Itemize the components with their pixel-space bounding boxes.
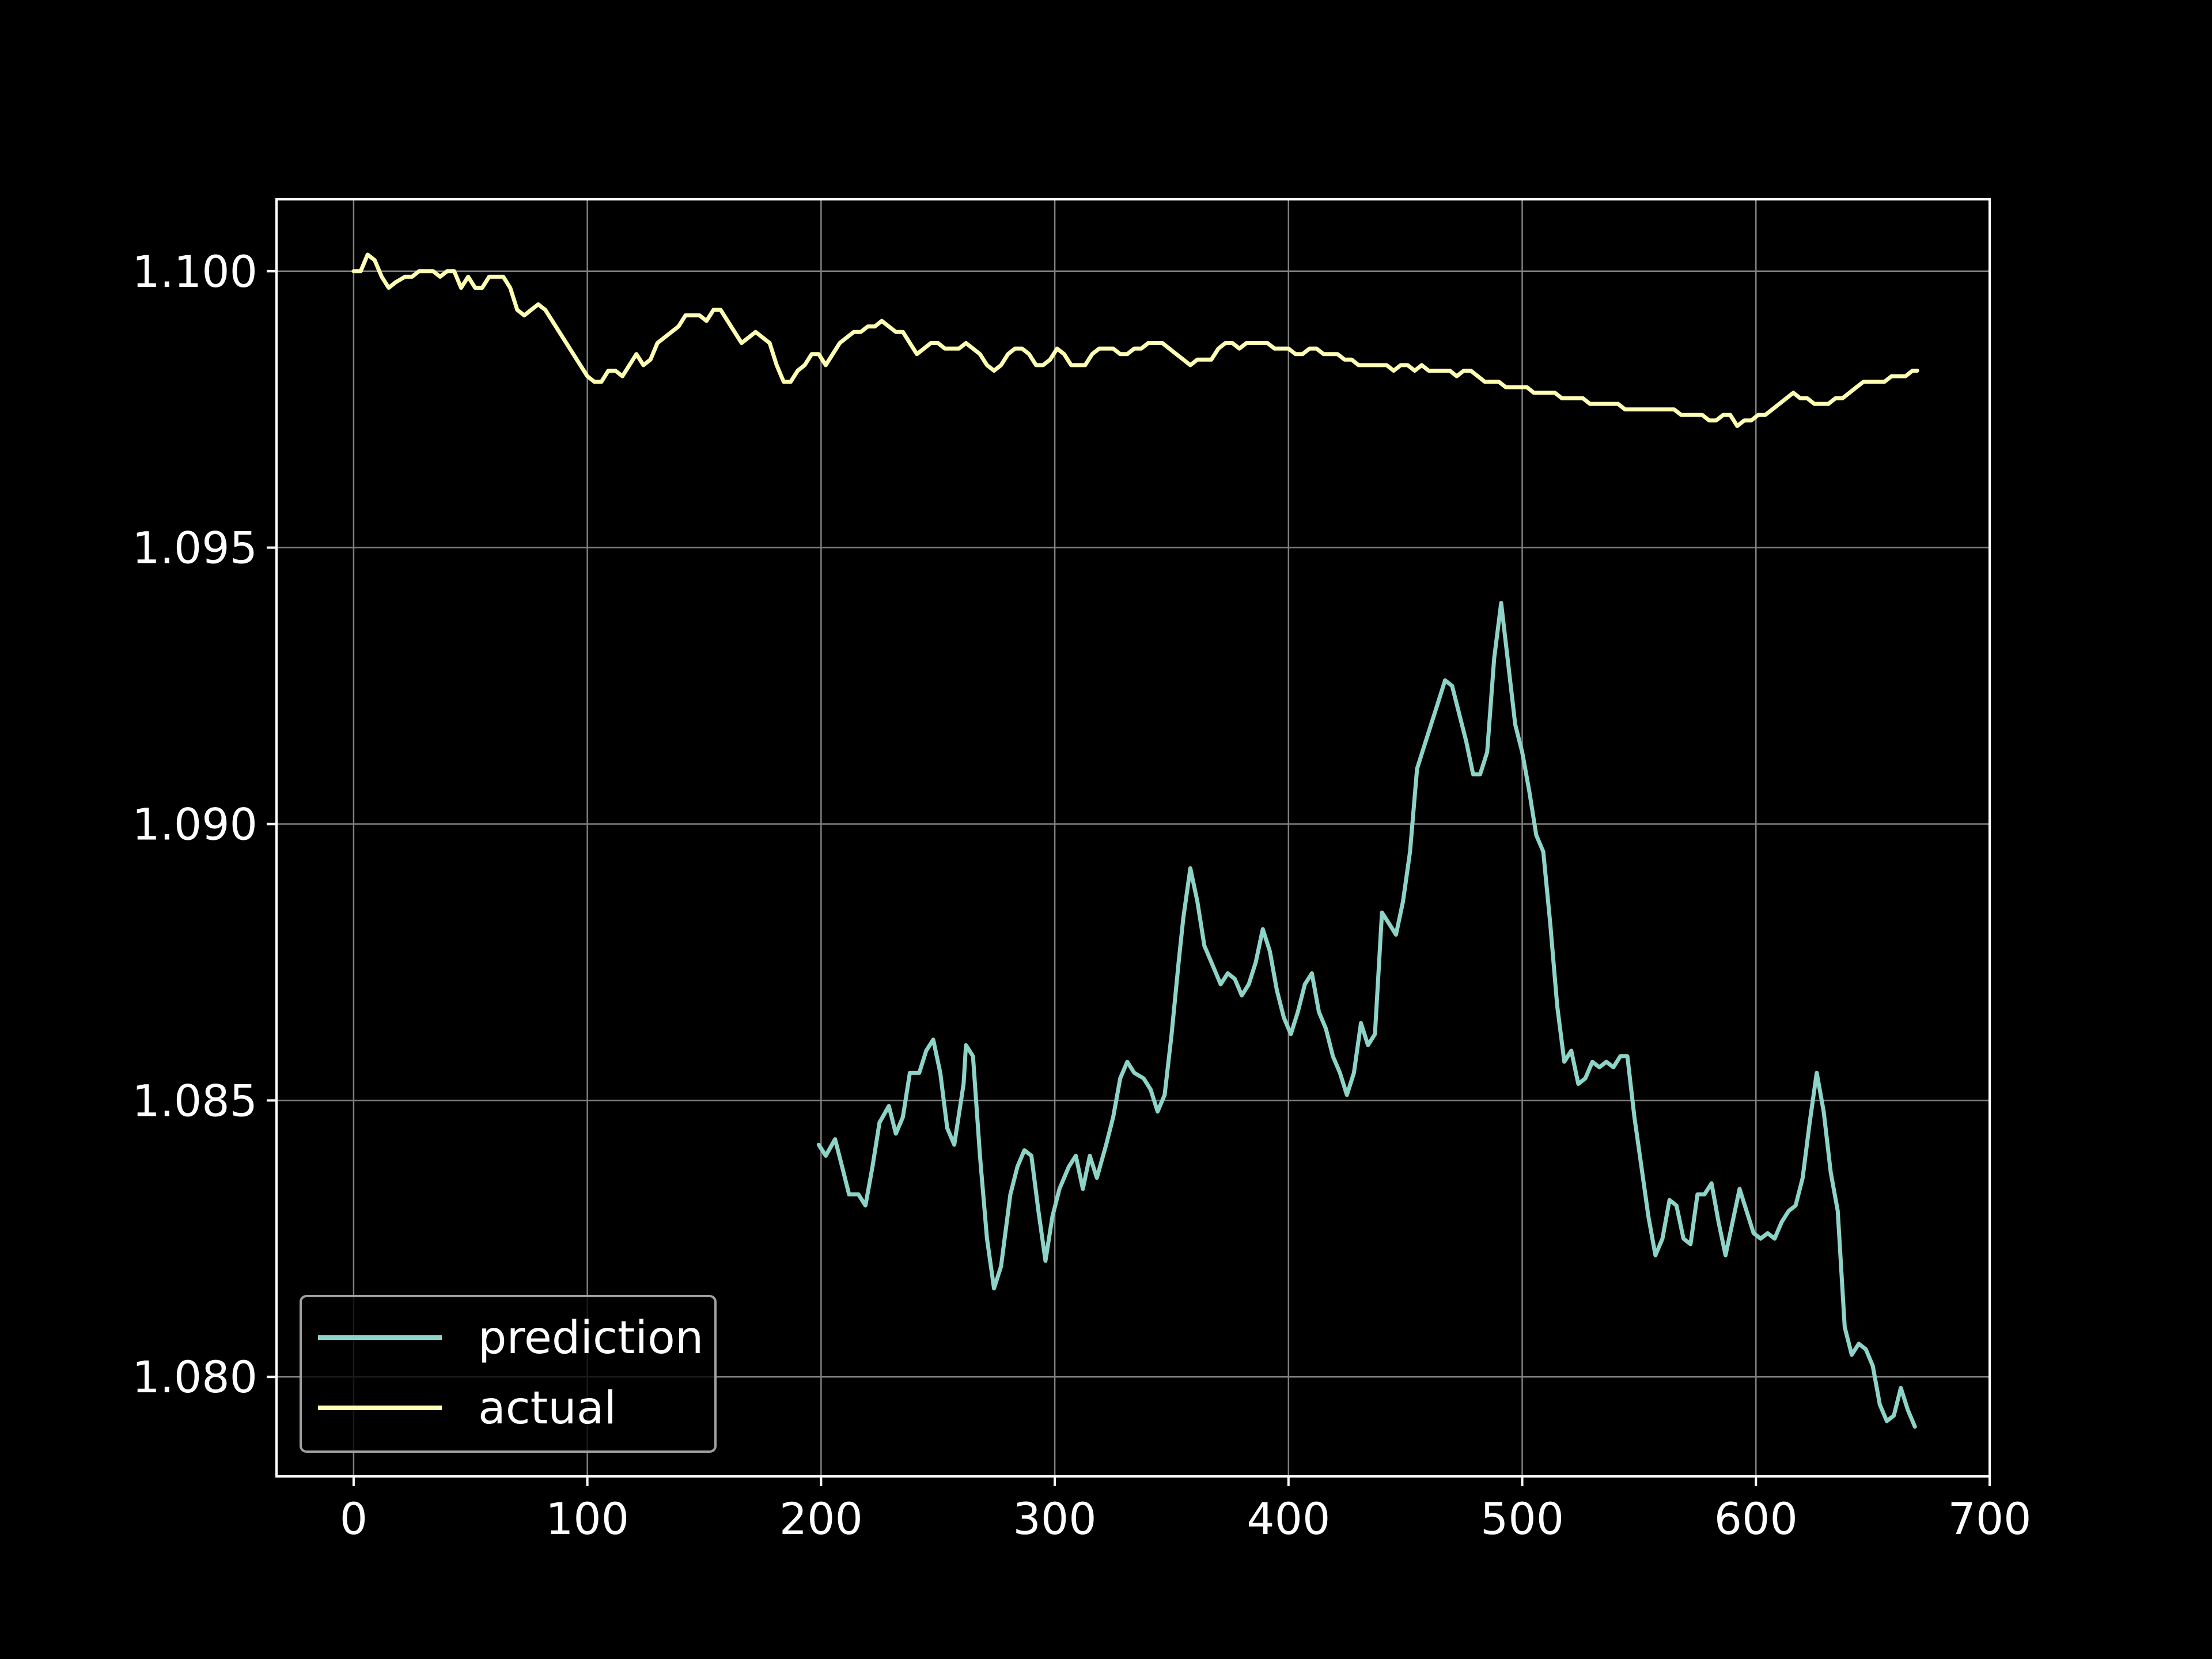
x-tick-label: 400: [1247, 1493, 1330, 1544]
legend-label-prediction: prediction: [478, 1312, 703, 1364]
y-tick-label: 1.090: [132, 799, 257, 850]
plot-frame: [275, 198, 1991, 1478]
x-tick-label: 200: [779, 1493, 863, 1544]
series-line-prediction: [816, 601, 1917, 1429]
axis-ticks: 0 100 200 300 400 500 600 700 1.080 1.085 1.090 1.0…: [132, 246, 2031, 1544]
y-tick-label: 1.100: [132, 246, 257, 297]
series-line-actual: [351, 252, 1919, 428]
series-lines: [351, 252, 1919, 1429]
legend-box: [300, 1295, 717, 1453]
y-tick-label: 1.080: [132, 1351, 257, 1403]
x-tick-label: 600: [1714, 1493, 1798, 1544]
legend: prediction actual: [300, 1295, 717, 1453]
x-tick-label: 700: [1948, 1493, 2031, 1544]
y-tick-label: 1.095: [132, 522, 257, 574]
x-tick-label: 500: [1480, 1493, 1564, 1544]
x-tick-label: 300: [1013, 1493, 1097, 1544]
y-tick-label: 1.085: [132, 1075, 257, 1126]
x-tick-label: 0: [340, 1493, 368, 1544]
legend-label-actual: actual: [478, 1382, 616, 1434]
x-tick-label: 100: [546, 1493, 629, 1544]
